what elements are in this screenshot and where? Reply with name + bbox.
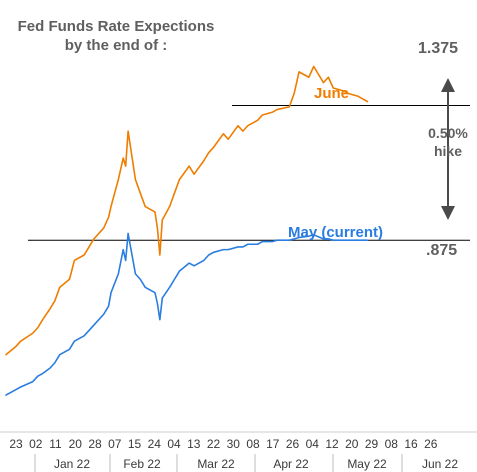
x-tick-label: 13 bbox=[187, 437, 201, 451]
x-tick-label: 12 bbox=[325, 437, 339, 451]
series-line-may-current bbox=[5, 232, 369, 396]
series-label-may-current: May (current) bbox=[288, 224, 383, 241]
x-tick-label: 29 bbox=[365, 437, 379, 451]
x-tick-label: 08 bbox=[246, 437, 260, 451]
x-tick-label: 17 bbox=[266, 437, 280, 451]
hike-arrow-down-head bbox=[441, 206, 455, 220]
hike-arrow-up-head bbox=[441, 78, 455, 92]
chart-title-line-1: Fed Funds Rate Expections bbox=[18, 18, 215, 35]
reference-label-1375: 1.375 bbox=[418, 40, 458, 57]
x-tick-label: 24 bbox=[148, 437, 162, 451]
x-tick-label: 08 bbox=[385, 437, 399, 451]
series-line-june bbox=[5, 65, 369, 356]
x-tick-label: 02 bbox=[29, 437, 43, 451]
x-tick-label: 07 bbox=[108, 437, 122, 451]
hike-label-line-2: hike bbox=[434, 143, 462, 159]
month-labels: Jan 22 Feb 22 Mar 22 Apr 22 May 22 Jun 22 bbox=[34, 454, 458, 472]
x-tick-label: 20 bbox=[69, 437, 83, 451]
month-label: May 22 bbox=[347, 457, 387, 471]
x-tick-label: 20 bbox=[345, 437, 359, 451]
x-tick-labels: 23 02 11 20 28 07 15 24 04 13 22 30 08 17 26 04 12 20 29 08… bbox=[9, 437, 437, 451]
x-tick-label: 26 bbox=[286, 437, 300, 451]
chart-title-line-2: by the end of : bbox=[65, 37, 168, 54]
series-label-june: June bbox=[314, 85, 349, 102]
month-label: Jan 22 bbox=[54, 457, 90, 471]
x-tick-label: 04 bbox=[306, 437, 320, 451]
month-label: Feb 22 bbox=[123, 457, 161, 471]
hike-label-line-1: 0.50% bbox=[428, 125, 468, 141]
x-tick-label: 11 bbox=[49, 437, 62, 451]
month-label: Jun 22 bbox=[422, 457, 458, 471]
month-label: Mar 22 bbox=[197, 457, 235, 471]
x-tick-label: 04 bbox=[167, 437, 181, 451]
x-tick-label: 15 bbox=[128, 437, 142, 451]
month-label: Apr 22 bbox=[273, 457, 309, 471]
reference-label-0875: .875 bbox=[426, 242, 457, 259]
x-tick-label: 26 bbox=[424, 437, 438, 451]
x-tick-label: 30 bbox=[227, 437, 241, 451]
x-tick-label: 22 bbox=[207, 437, 221, 451]
x-tick-label: 28 bbox=[88, 437, 102, 451]
x-tick-label: 23 bbox=[9, 437, 23, 451]
x-tick-label: 16 bbox=[404, 437, 418, 451]
